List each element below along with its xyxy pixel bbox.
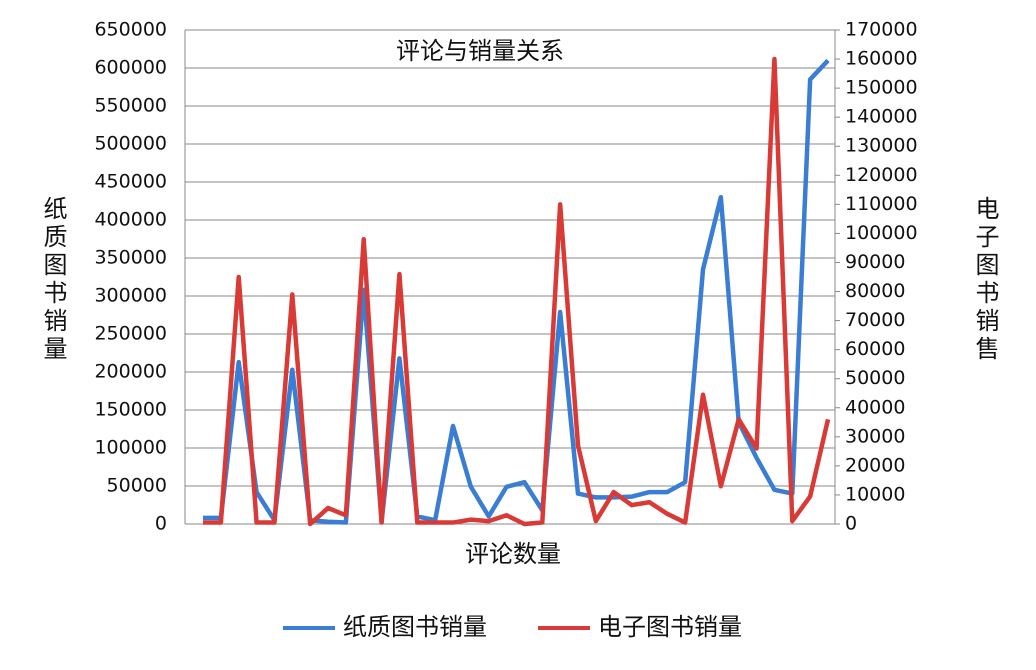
y-tick-label: 150000 — [94, 399, 167, 421]
y2-tick-label: 120000 — [845, 164, 918, 186]
y-tick-label: 400000 — [94, 209, 167, 231]
y2-tick-label: 20000 — [845, 454, 905, 476]
y2-tick-label: 170000 — [845, 19, 918, 41]
series-line — [203, 56, 831, 527]
y2-tick-label: 50000 — [845, 367, 905, 389]
y-tick-label: 200000 — [94, 361, 167, 383]
legend-label: 电子图书销量 — [598, 613, 742, 641]
chart-title: 评论与销量关系 — [396, 37, 564, 65]
y2-tick-label: 80000 — [845, 280, 905, 302]
y-tick-label: 250000 — [94, 323, 167, 345]
y2-tick-label: 90000 — [845, 251, 905, 273]
y2-tick-label: 0 — [845, 513, 857, 535]
y-tick-label: 300000 — [94, 285, 167, 307]
y-tick-label: 350000 — [94, 247, 167, 269]
y-axis-label: 纸质图书销量 — [39, 196, 67, 364]
y-tick-label: 600000 — [94, 57, 167, 79]
y-tick-label: 50000 — [107, 475, 167, 497]
legend-label: 纸质图书销量 — [343, 613, 487, 641]
y2-tick-label: 150000 — [845, 77, 918, 99]
y-tick-label: 450000 — [94, 171, 167, 193]
y-tick-label: 500000 — [94, 133, 167, 155]
y-tick-label: 550000 — [94, 95, 167, 117]
y2-tick-label: 10000 — [845, 483, 905, 505]
y2-tick-label: 100000 — [845, 222, 918, 244]
y2-tick-label: 70000 — [845, 309, 905, 331]
y-tick-label: 650000 — [94, 19, 167, 41]
y2-tick-label: 130000 — [845, 135, 918, 157]
x-axis-label: 评论数量 — [465, 540, 561, 568]
y2-tick-label: 60000 — [845, 338, 905, 360]
y-tick-label: 100000 — [94, 437, 167, 459]
y2-axis-label: 电子图书销售 — [971, 196, 999, 364]
y2-tick-label: 40000 — [845, 396, 905, 418]
y-tick-label: 0 — [155, 513, 167, 535]
y2-tick-label: 110000 — [845, 193, 918, 215]
y2-tick-label: 160000 — [845, 48, 918, 70]
y2-tick-label: 30000 — [845, 425, 905, 447]
y2-tick-label: 140000 — [845, 106, 918, 128]
